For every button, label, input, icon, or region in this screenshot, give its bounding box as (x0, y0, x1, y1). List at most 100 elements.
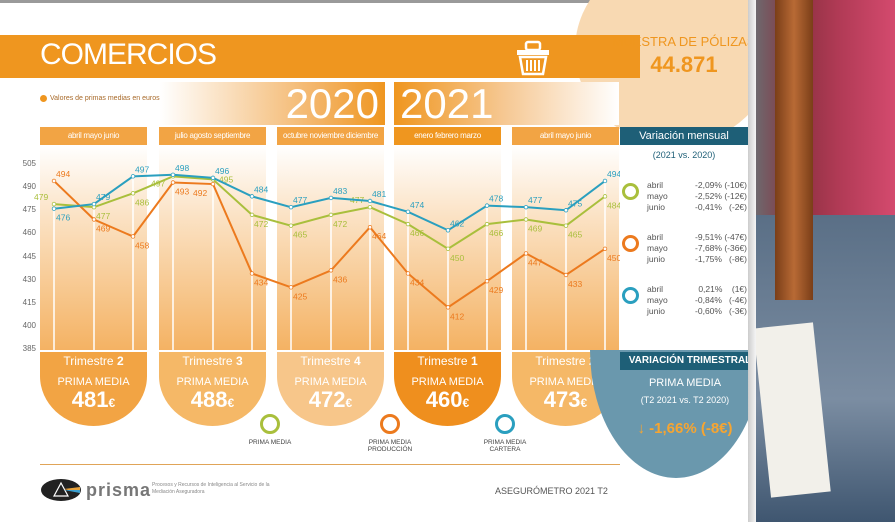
pm-value: 460€ (394, 388, 501, 415)
y-tick-label: 430 (22, 274, 36, 284)
data-label: 497 (151, 178, 165, 188)
data-point (328, 268, 334, 273)
data-label: 434 (410, 277, 424, 287)
pm-value: 473€ (512, 388, 619, 415)
brand-tagline: Procesos y Recursos de Inteligencia al S… (152, 482, 270, 495)
legend-ring-icon (380, 414, 400, 434)
data-label: 472 (254, 219, 268, 229)
y-tick-label: 490 (22, 182, 36, 192)
basket-icon (517, 40, 549, 76)
down-arrow-icon: ↓ (637, 420, 645, 437)
data-label: 447 (528, 257, 542, 267)
note-dot-icon (40, 95, 47, 102)
units-note: Valores de primas medias en euros (40, 95, 160, 102)
data-point (328, 212, 334, 218)
brand-name: prisma (86, 480, 152, 500)
data-label: 493 (175, 187, 189, 197)
month: abril (647, 284, 664, 294)
data-label: 458 (135, 240, 149, 250)
trim-number: 4 (353, 354, 361, 368)
variation: -2,52% (-12€) (695, 191, 747, 201)
pm-number: 473 (543, 387, 581, 412)
data-point (130, 191, 136, 196)
y-tick-label: 415 (22, 297, 36, 307)
variacion-row: mayo -0,84% (-4€) (647, 295, 747, 305)
data-point (484, 203, 490, 208)
data-label: 479 (34, 192, 48, 202)
variacion-row: junio -0,60% (-3€) (647, 306, 747, 316)
variation: -9,51% (-47€) (695, 232, 747, 242)
legend-label: PRIMA MEDIA (368, 439, 412, 446)
data-point (602, 246, 608, 251)
month: mayo (647, 295, 668, 305)
data-point (563, 223, 569, 228)
quarter-prima-media: PRIMA MEDIA 481€ (40, 370, 147, 426)
trim-number: 1 (470, 354, 478, 368)
month: abril (647, 180, 664, 190)
data-label: 481 (372, 189, 386, 199)
prisma-logo-icon (41, 479, 81, 501)
month: junio (647, 202, 665, 212)
variation: -0,60% (-3€) (695, 306, 747, 316)
data-label: 477 (293, 195, 307, 205)
data-point (405, 271, 411, 276)
data-point (51, 206, 57, 211)
footer-rule (40, 464, 620, 465)
data-point (130, 174, 136, 179)
variacion-row: abril 0,21% (1€) (647, 284, 747, 294)
data-label: 465 (293, 230, 307, 240)
data-point (170, 172, 176, 177)
variacion-trimestral-value: ↓ -1,66% (-8€) (610, 420, 760, 437)
data-point (288, 204, 294, 210)
data-point (523, 204, 529, 210)
variacion-row: junio -0,41% (-2€) (647, 202, 747, 212)
y-tick-label: 460 (22, 228, 36, 238)
data-point (445, 246, 451, 251)
pm-unit: € (108, 396, 116, 410)
data-label: 477 (528, 195, 542, 205)
data-label: 486 (135, 197, 149, 207)
data-point (170, 180, 176, 185)
data-point (328, 195, 334, 201)
quarter-months: abril mayo junio (40, 127, 147, 145)
data-point (91, 217, 97, 222)
data-point (210, 181, 216, 187)
data-label: 462 (450, 218, 464, 228)
data-label: 492 (193, 188, 207, 198)
trim-text: Trimestre (417, 354, 468, 368)
data-point (367, 225, 373, 230)
data-point (602, 178, 608, 184)
variacion-row: mayo -7,68% (-36€) (647, 243, 747, 253)
data-point (484, 221, 490, 227)
legend-item: PRIMA MEDIA CARTERA (465, 414, 545, 453)
muestra-label: MUESTRA DE PÓLIZAS (612, 34, 756, 49)
variacion-mensual-subtitle: (2021 vs. 2020) (652, 150, 716, 160)
variacion-trimestral-label: PRIMA MEDIA (648, 377, 722, 389)
trim-text: Trimestre (182, 354, 233, 368)
pm-number: 472 (308, 387, 346, 412)
leather-strap-image (775, 0, 813, 300)
variacion-row: mayo -2,52% (-12€) (647, 191, 747, 201)
quarter-label: Trimestre 2 (40, 352, 147, 370)
variation: -1,75% (-8€) (695, 254, 747, 264)
top-rule (0, 0, 760, 3)
variacion-row: abril -9,51% (-47€) (647, 232, 747, 242)
data-point (249, 212, 255, 218)
pm-number: 460 (425, 387, 463, 412)
variation: 0,21% (1€) (698, 284, 747, 294)
y-tick-label: 385 (22, 344, 36, 353)
series-ring-icon (622, 183, 639, 200)
legend-item: PRIMA MEDIA PRODUCCIÓN (350, 414, 430, 453)
data-label: 475 (568, 198, 582, 208)
variation: -0,84% (-4€) (695, 295, 747, 305)
pm-label: PRIMA MEDIA (57, 376, 130, 388)
pm-number: 481 (71, 387, 109, 412)
quarter-months: octubre noviembre diciembre (277, 127, 384, 145)
data-label: 425 (293, 291, 307, 301)
data-label: 450 (607, 253, 620, 263)
year-2020: 2020 (160, 82, 385, 125)
series-line-0 (53, 175, 606, 250)
variation: -0,41% (-2€) (695, 202, 747, 212)
series-ring-icon (622, 235, 639, 252)
